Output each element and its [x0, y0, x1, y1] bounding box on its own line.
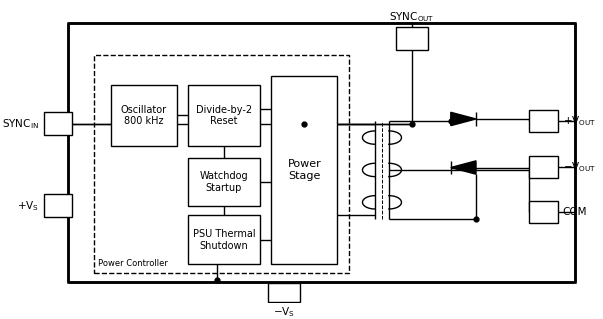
- Bar: [43, 194, 72, 217]
- Bar: [43, 112, 72, 135]
- Polygon shape: [451, 112, 476, 126]
- Text: SYNC$_{\mathsf{IN}}$: SYNC$_{\mathsf{IN}}$: [2, 117, 39, 130]
- Text: +V$_{\mathsf{OUT}}$: +V$_{\mathsf{OUT}}$: [563, 114, 596, 128]
- Text: PSU Thermal
Shutdown: PSU Thermal Shutdown: [193, 229, 255, 250]
- Text: +V$_{\mathsf{S}}$: +V$_{\mathsf{S}}$: [17, 199, 39, 212]
- Bar: [188, 158, 260, 206]
- Text: Divide-by-2
Reset: Divide-by-2 Reset: [196, 105, 252, 126]
- Text: Watchdog
Startup: Watchdog Startup: [200, 171, 248, 193]
- Text: SYNC$_{\mathsf{OUT}}$: SYNC$_{\mathsf{OUT}}$: [390, 10, 435, 24]
- Bar: [529, 110, 558, 132]
- Bar: [93, 55, 349, 273]
- Text: Power
Stage: Power Stage: [288, 159, 321, 181]
- Text: Power Controller: Power Controller: [98, 259, 168, 268]
- Bar: [68, 23, 575, 282]
- Text: $-$V$_{\mathsf{S}}$: $-$V$_{\mathsf{S}}$: [273, 306, 295, 319]
- Bar: [529, 156, 558, 178]
- Polygon shape: [451, 161, 476, 174]
- Bar: [529, 201, 558, 223]
- Bar: [188, 85, 260, 146]
- Text: $-$V$_{\mathsf{OUT}}$: $-$V$_{\mathsf{OUT}}$: [563, 160, 596, 174]
- Text: COM: COM: [563, 207, 587, 217]
- Bar: [271, 76, 337, 264]
- Bar: [268, 283, 300, 302]
- Bar: [111, 85, 177, 146]
- Text: Oscillator
800 kHz: Oscillator 800 kHz: [121, 105, 167, 126]
- Bar: [396, 27, 428, 50]
- Bar: [188, 215, 260, 264]
